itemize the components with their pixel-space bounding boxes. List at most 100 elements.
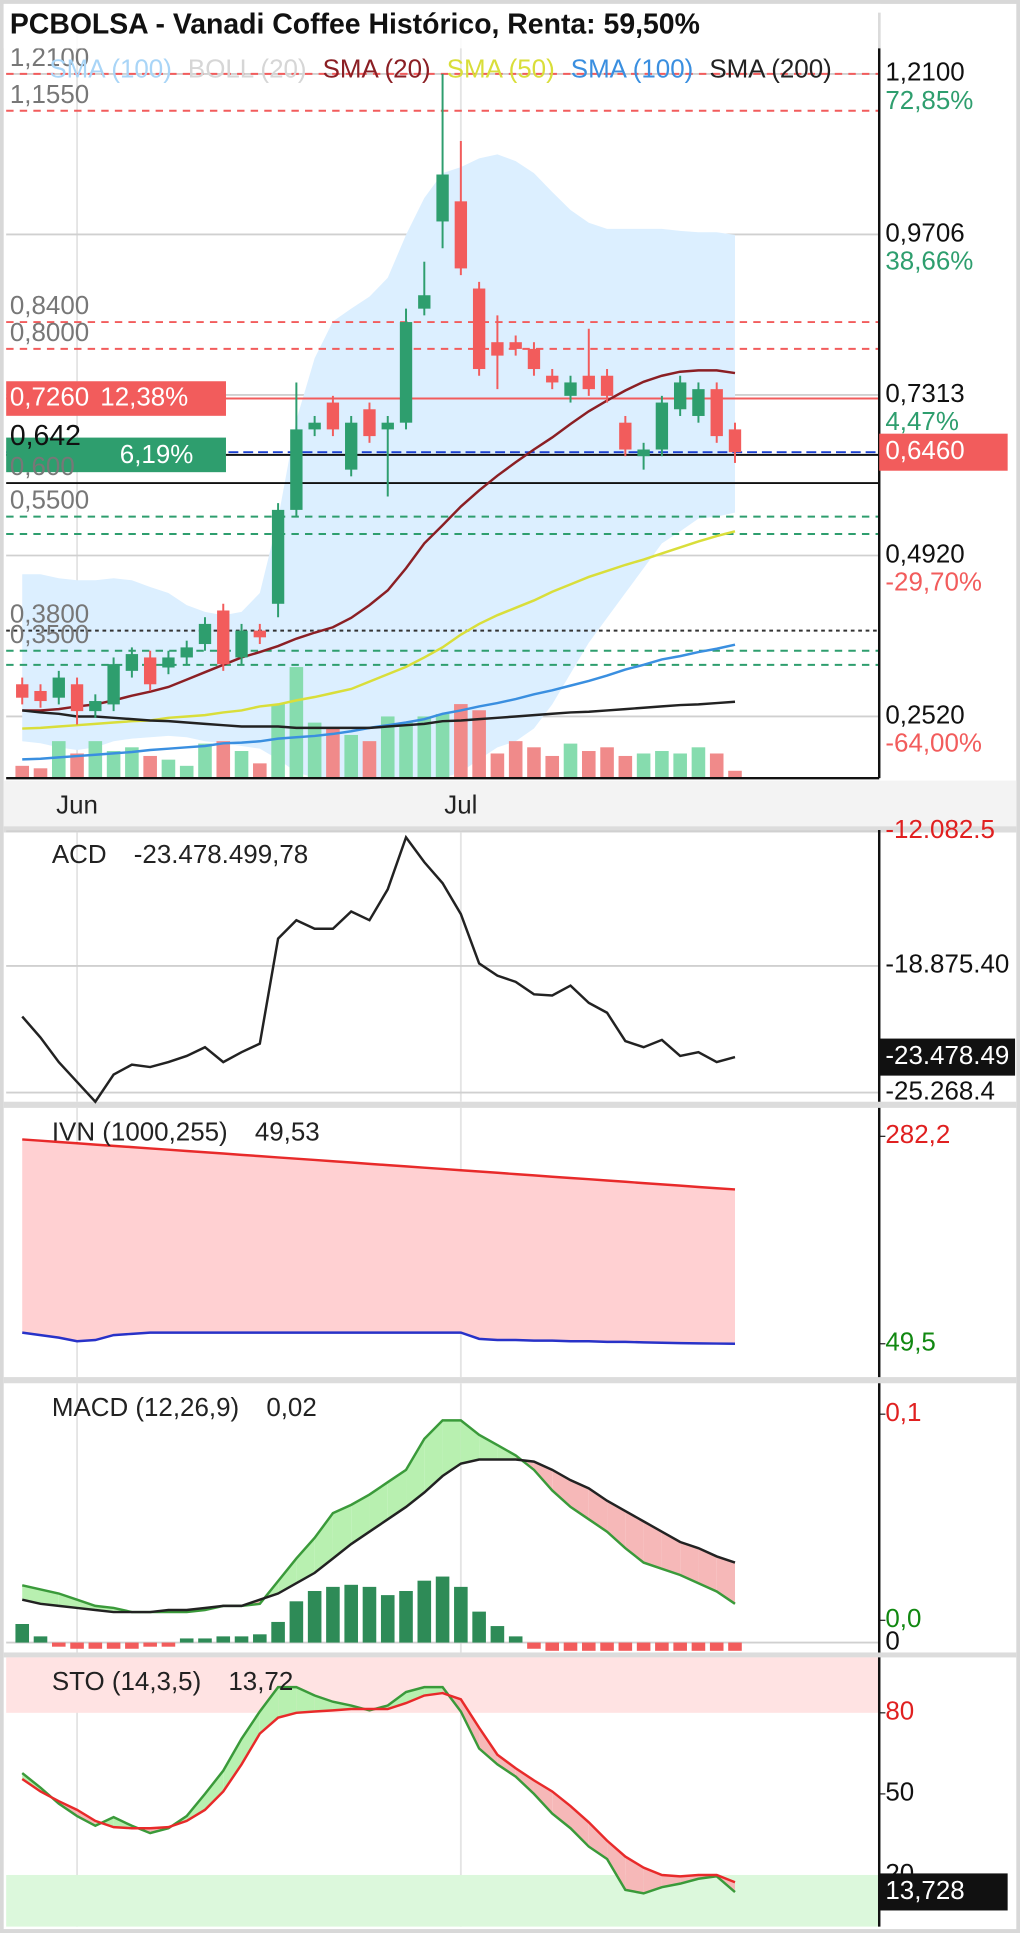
panel-title: IVN (1000,255) (52, 1119, 228, 1147)
legend-entry: SMA (20) (323, 55, 431, 83)
candle-body (491, 342, 504, 356)
y-tick-note: 38,66% (885, 248, 973, 276)
line (21, 834, 736, 1104)
volume-bar (143, 755, 157, 779)
legend-entry: SMA (200) (709, 55, 831, 83)
y-tick-label: 282,2 (885, 1121, 950, 1149)
level-label: 0,5500 (10, 487, 89, 515)
y-tick-note: -64,00% (885, 730, 982, 758)
last-value-box (879, 1038, 1016, 1076)
candle-body (436, 174, 449, 222)
last-value-label: 0,6460 (885, 437, 964, 465)
candle-body (637, 449, 650, 457)
volume-bar (490, 753, 505, 779)
volume-bar (289, 667, 304, 779)
y-tick-note: 72,85% (885, 87, 973, 115)
histogram-bar (271, 1621, 285, 1643)
candle-body (582, 375, 595, 390)
histogram-bar (581, 1642, 596, 1651)
histogram-bar (435, 1576, 450, 1643)
cross-fill (369, 1482, 388, 1532)
legend-entry: SMA (100) (571, 55, 693, 83)
chart-title: PCBOLSA - Vanadi Coffee Histórico, Renta… (10, 9, 700, 41)
y-tick-label: -25.268.4 (885, 1077, 995, 1105)
cross-fill (314, 1695, 333, 1712)
candle-body (271, 509, 285, 604)
candle-body (143, 657, 157, 685)
panel-title: STO (14,3,5) (52, 1668, 201, 1696)
histogram-bar (490, 1626, 505, 1643)
candle-body (235, 630, 248, 658)
histogram-bar (106, 1642, 121, 1649)
cross-fill (296, 1537, 315, 1584)
candle-body (546, 375, 559, 383)
panel-value: 0,02 (266, 1394, 316, 1422)
cross-fill (607, 1500, 626, 1549)
cross-fill (241, 1711, 260, 1765)
zone (6, 1657, 880, 1713)
cross-fill (479, 1434, 498, 1460)
histogram-bar (655, 1642, 669, 1651)
cross-fill (314, 1513, 333, 1573)
cross-fill (204, 1770, 224, 1810)
volume-bar (581, 751, 596, 779)
separator (3, 1101, 1017, 1108)
x-tick-label: Jul (444, 791, 477, 819)
cross-fill (479, 1727, 498, 1765)
histogram-bar (399, 1590, 413, 1643)
volume-bar (344, 734, 358, 779)
histogram-bar (527, 1642, 541, 1649)
volume-bar (307, 722, 322, 779)
volume-bar (253, 763, 267, 779)
cross-fill (680, 1541, 699, 1584)
panel-value: -23.478.499,78 (134, 841, 308, 869)
histogram-bar (417, 1580, 432, 1643)
separator (3, 1377, 1017, 1384)
histogram-bar (636, 1642, 651, 1651)
level-label: 0,7260 (10, 383, 89, 411)
level-label: 0,600 (10, 453, 75, 481)
histogram-bar (380, 1595, 395, 1643)
volume-bar (508, 741, 523, 779)
last-value-box (879, 1873, 1008, 1911)
candle-body (600, 375, 614, 396)
histogram-bar (728, 1642, 742, 1651)
candle-body (345, 422, 358, 470)
histogram-bar (709, 1642, 724, 1651)
volume-bar (125, 747, 139, 779)
moving-average (22, 369, 736, 712)
histogram-bar (563, 1642, 578, 1651)
cross-fill (625, 1511, 644, 1563)
cross-fill (698, 1548, 717, 1592)
volume-bar (673, 753, 687, 779)
volume-bar (51, 741, 66, 779)
cross-fill (661, 1531, 681, 1575)
candle-body (692, 389, 705, 416)
cross-fill (22, 1585, 41, 1604)
level-label: 0,3500 (10, 621, 89, 649)
cross-fill (387, 1469, 407, 1520)
candle-body (162, 657, 175, 668)
volume-bar (33, 768, 48, 779)
level-box (6, 437, 226, 473)
candle-body (308, 422, 321, 430)
legend-entry: SMA (50) (447, 55, 555, 83)
last-value-label: 13,728 (885, 1877, 964, 1905)
last-value-label: -23.478.49 (885, 1042, 1009, 1070)
y-tick-label: 80 (885, 1698, 914, 1726)
cross-fill (442, 1420, 461, 1477)
volume-bar (70, 753, 84, 779)
y-tick-label: -18.875.40 (885, 951, 1009, 979)
candle-body (180, 647, 193, 658)
cross-fill (497, 1754, 516, 1777)
candle-body (710, 389, 723, 437)
y-tick-note: -29,70% (885, 569, 982, 597)
candle-body (34, 690, 47, 702)
histogram-bar (234, 1636, 249, 1643)
histogram-bar (33, 1636, 48, 1643)
cross-fill (552, 1469, 571, 1507)
cross-fill (552, 1791, 571, 1829)
volume-bar (472, 710, 486, 779)
y-tick-label: 49,5 (885, 1329, 935, 1357)
